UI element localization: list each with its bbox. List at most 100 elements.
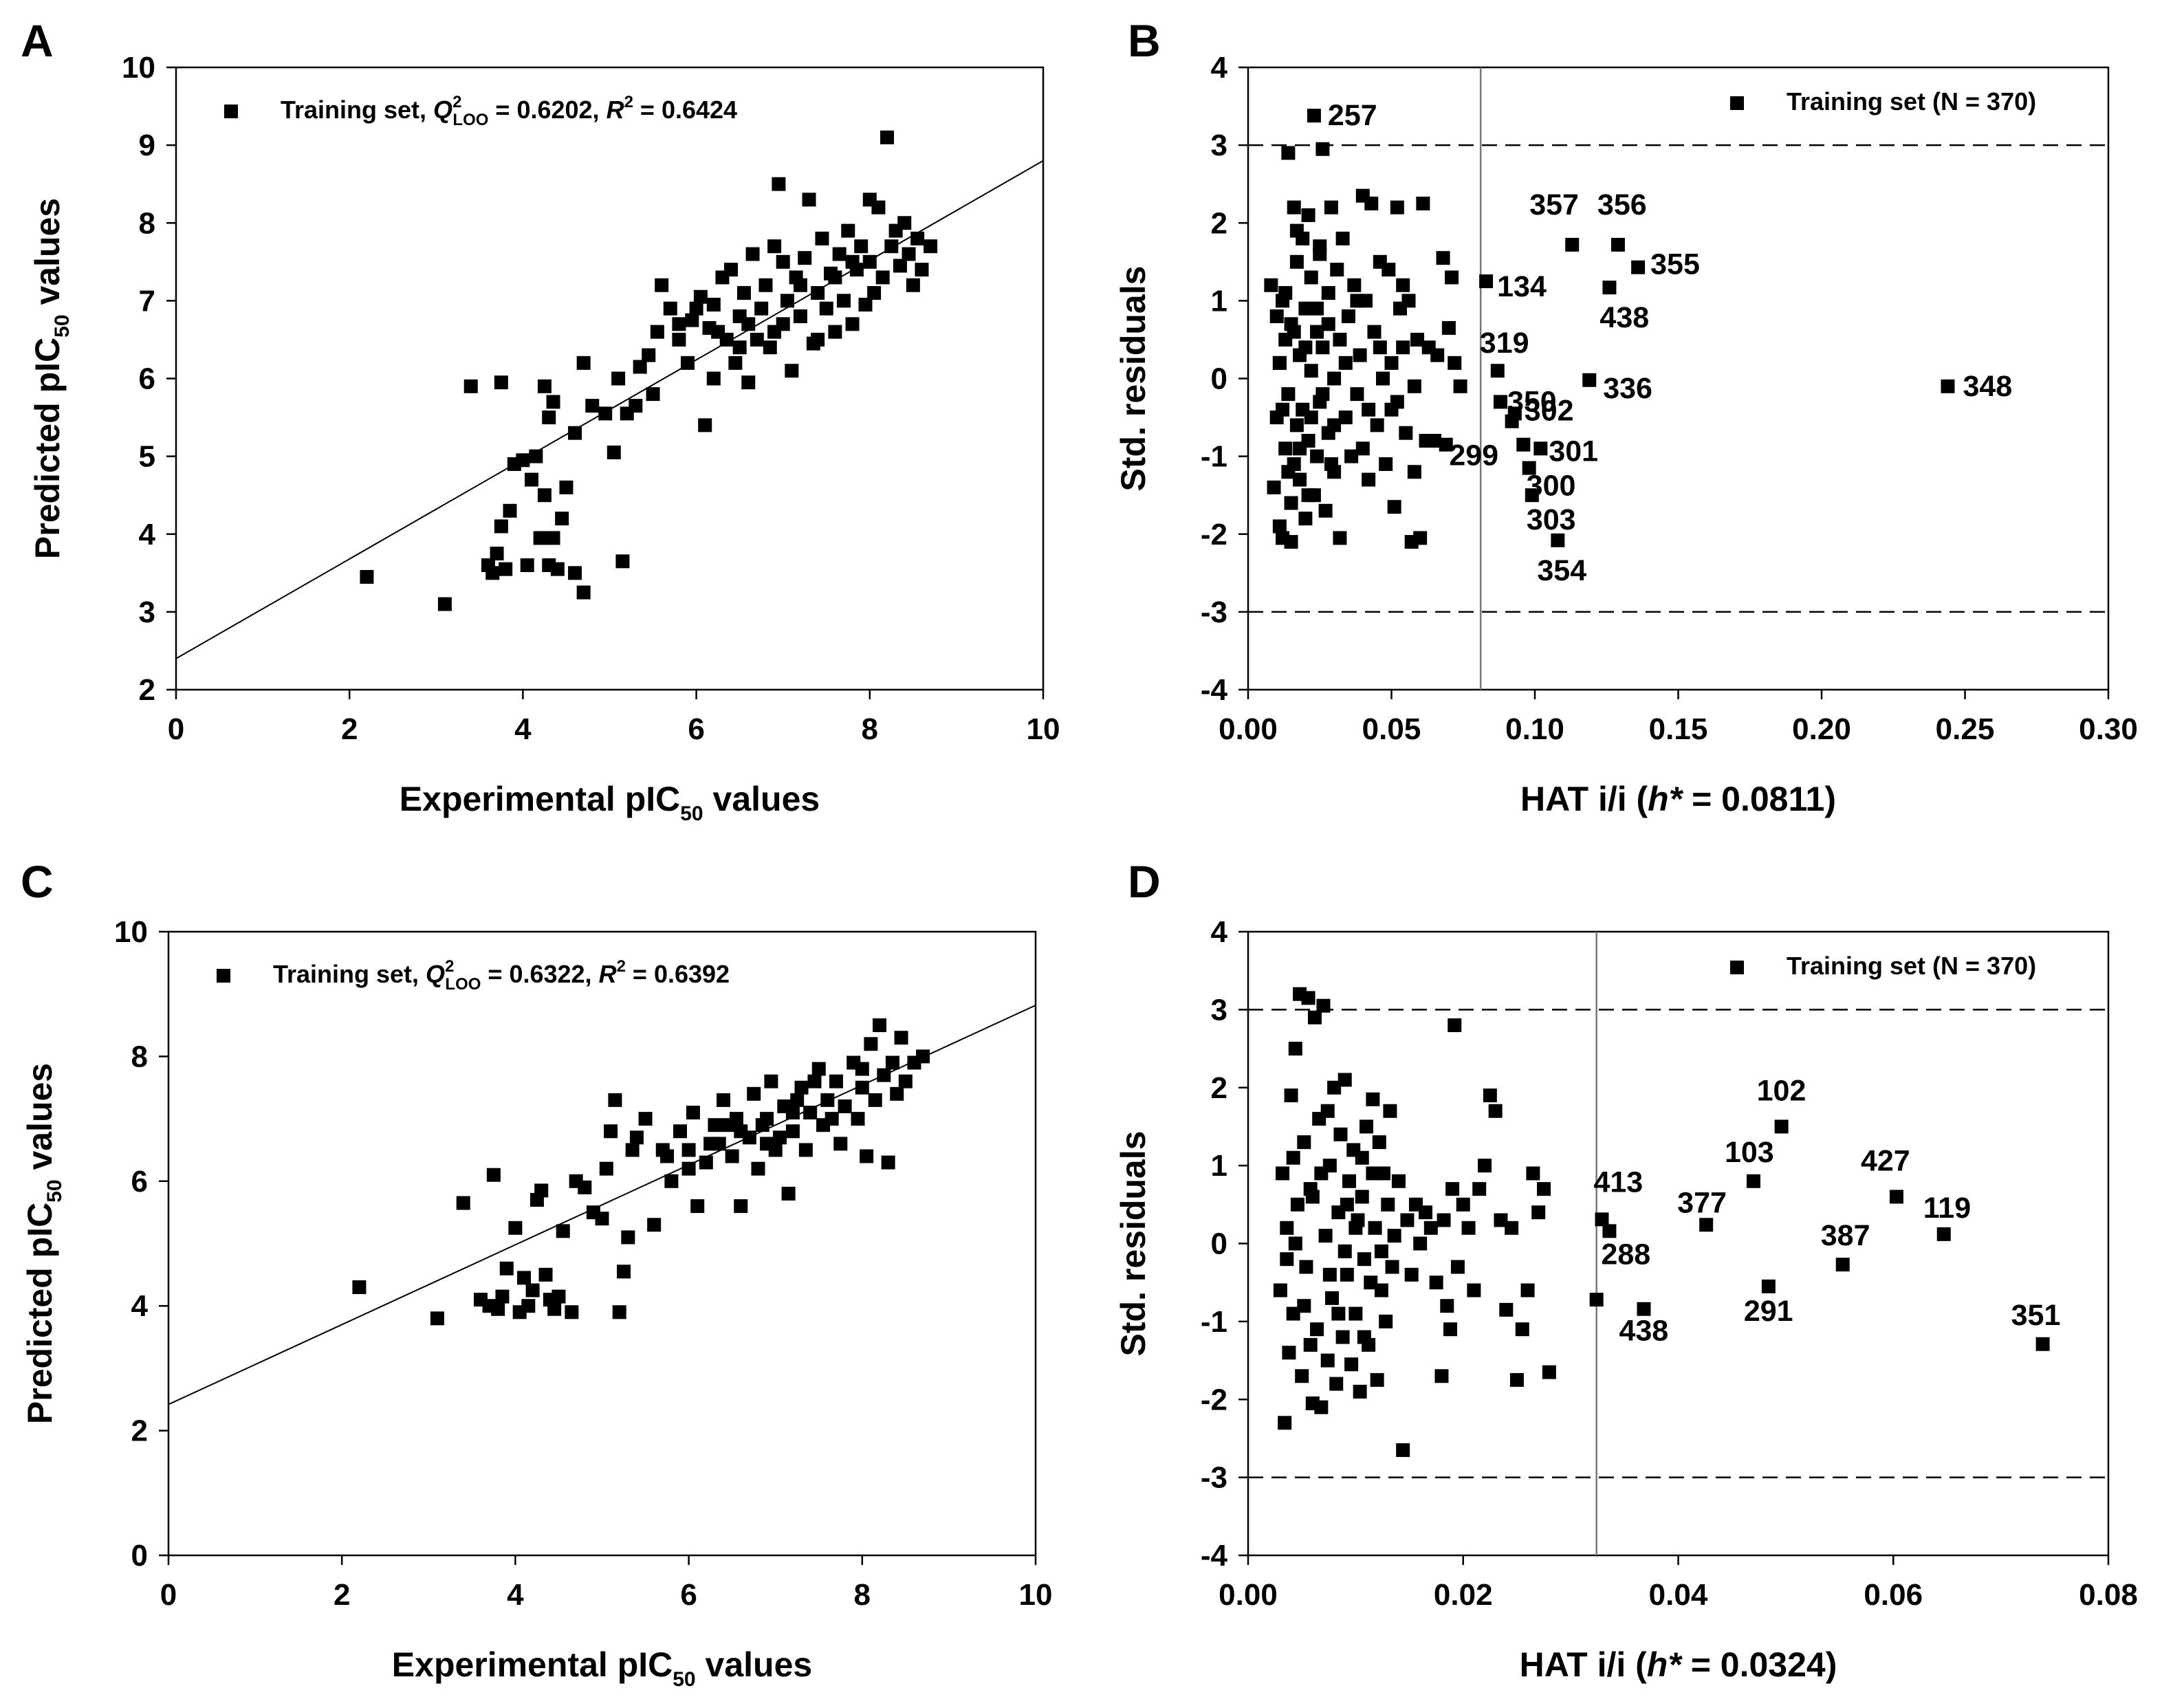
data-point [1310,325,1324,339]
data-point [1338,410,1353,425]
plot-area [1248,67,2108,690]
plot-area [176,130,1043,659]
data-point [706,371,721,386]
data-point [1509,1372,1524,1387]
data-point [855,1062,869,1076]
plot-frame [1247,930,2110,1557]
point-label: 288 [1601,1238,1650,1271]
data-point [1304,364,1318,378]
data-point [1281,465,1296,479]
data-point [1321,286,1335,300]
y-tick-label: 6 [131,1165,148,1198]
y-tick-label: 9 [139,129,155,162]
x-tick-label: 8 [854,1578,871,1612]
plot-frame [167,930,1037,1557]
data-point [825,1112,839,1126]
data-point [736,286,751,300]
data-point [829,1074,843,1088]
data-point [1440,1299,1454,1313]
data-point [1310,1322,1324,1337]
legend-marker [224,105,238,118]
data-point [1264,278,1278,292]
data-point [1396,278,1410,292]
data-point [1350,294,1364,308]
point-label: 299 [1449,439,1498,472]
data-point [352,1280,367,1294]
x-tick-label: 6 [680,1578,697,1612]
data-point [1281,387,1296,402]
data-point [599,1161,613,1176]
data-point [1289,254,1304,269]
y-axis-title: Std. residuals [1114,1131,1153,1357]
data-point [525,1283,540,1298]
data-point [463,379,478,393]
data-point [1327,371,1342,386]
regression-line [168,1005,1036,1405]
data-point [1293,472,1307,487]
data-point [1370,418,1384,433]
point-label: 387 [1821,1219,1870,1252]
data-point [1288,1042,1302,1056]
data-point [1428,434,1442,448]
data-point [1379,1314,1393,1328]
y-axis-title: Predicted pIC50 values [21,1063,66,1424]
data-point [1362,402,1376,417]
point-label: 356 [1597,188,1647,221]
data-point [1322,1267,1337,1282]
data-point [1337,1073,1352,1087]
data-point [1333,332,1347,347]
x-tick-label: 0.20 [1792,712,1851,746]
panel-letter-b: B [1128,15,1161,66]
data-point [621,1230,635,1245]
data-point [1280,1220,1294,1235]
plot-area [168,1005,1036,1405]
data-point [1368,1220,1382,1235]
data-point [793,278,807,292]
data-point [1610,237,1625,252]
data-point [1276,1166,1290,1181]
data-point [604,1124,618,1139]
data-point [499,1261,514,1275]
data-point [1383,1104,1397,1118]
data-point [1360,1119,1374,1134]
data-point [1278,286,1293,300]
data-point [755,1118,769,1132]
data-point [873,1018,887,1033]
data-point [1314,1400,1329,1414]
y-tick-label: 3 [1211,129,1227,162]
point-label: 119 [1923,1192,1971,1225]
x-tick-label: 0.04 [1649,1578,1708,1612]
data-point [790,1093,805,1107]
point-label: 302 [1525,394,1574,427]
data-point [642,348,656,362]
data-point [1338,355,1353,370]
point-label: 348 [1963,370,2012,403]
data-point [1416,196,1430,210]
data-point [802,193,816,207]
data-point [803,1106,818,1120]
data-point [864,1037,878,1051]
data-point [1304,270,1318,285]
data-point [1374,1283,1388,1298]
y-tick-label: -3 [1201,595,1227,629]
data-point [585,399,600,413]
data-point [1423,1220,1438,1235]
data-point [773,1130,787,1145]
data-point [1282,1346,1296,1360]
data-point [747,1086,761,1101]
data-point [617,1264,631,1279]
data-point [1327,1080,1342,1095]
chart-panel-d: 0.00 0.02 0.04 0.06 0.08 -4 -3 -2 -1 0 1 2 3 4 HAT i/i… [1114,915,2138,1684]
data-point [1287,200,1301,215]
data-point [1348,1306,1363,1321]
y-tick-label: -4 [1201,673,1228,707]
data-point [1384,402,1399,417]
data-point [638,1112,653,1126]
data-point [1602,281,1617,295]
data-point [685,313,699,327]
data-point [1448,1018,1462,1033]
data-point [699,1155,713,1170]
data-point [1889,1190,1903,1204]
data-point [781,1186,796,1201]
